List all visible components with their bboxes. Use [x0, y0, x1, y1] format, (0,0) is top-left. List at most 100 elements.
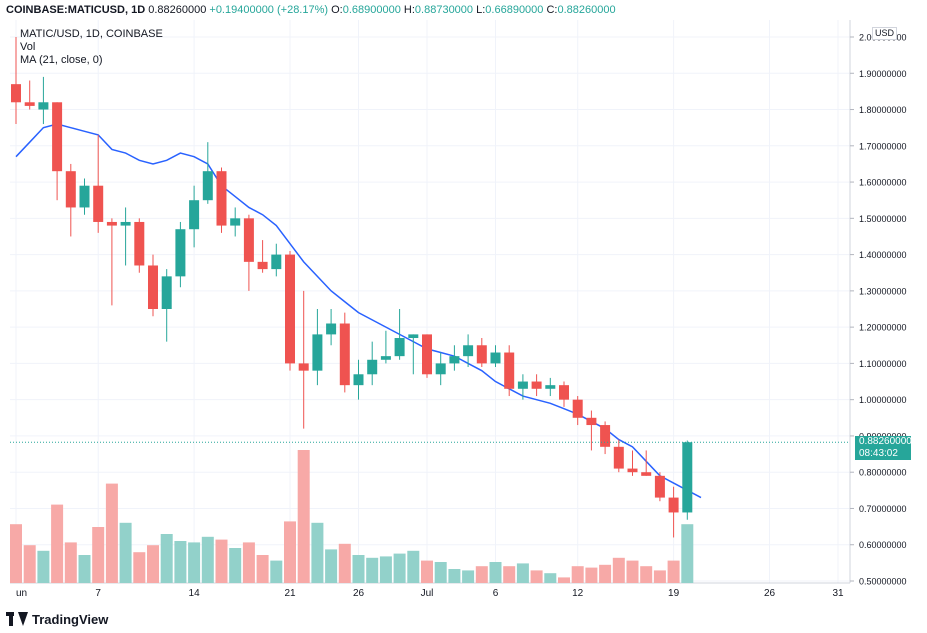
candle-body[interactable]	[531, 381, 542, 389]
volume-bar[interactable]	[558, 577, 570, 583]
candle-body[interactable]	[586, 417, 597, 426]
volume-bar[interactable]	[215, 539, 228, 583]
volume-bar[interactable]	[475, 566, 488, 583]
plot-area[interactable]	[10, 20, 850, 583]
candle-body[interactable]	[613, 446, 624, 469]
volume-bar[interactable]	[23, 545, 36, 583]
volume-bar[interactable]	[51, 504, 64, 583]
candle-body[interactable]	[435, 363, 446, 375]
candle-body[interactable]	[120, 221, 131, 226]
candle-body[interactable]	[394, 338, 405, 357]
candle-body[interactable]	[380, 356, 391, 360]
volume-bar[interactable]	[92, 527, 105, 583]
candle-body[interactable]	[517, 381, 528, 389]
volume-bar[interactable]	[667, 560, 680, 583]
candle-body[interactable]	[230, 218, 241, 226]
candle-body[interactable]	[476, 345, 487, 364]
volume-bar[interactable]	[393, 553, 406, 583]
volume-bar[interactable]	[434, 562, 447, 583]
volume-bar[interactable]	[284, 521, 296, 583]
volume-bar[interactable]	[188, 542, 201, 583]
candle-body[interactable]	[682, 442, 693, 513]
candle-body[interactable]	[189, 200, 200, 230]
volume-bar[interactable]	[338, 543, 351, 583]
candle-body[interactable]	[93, 185, 104, 222]
candle-body[interactable]	[422, 334, 432, 375]
volume-bar[interactable]	[297, 450, 310, 583]
candle-body[interactable]	[339, 323, 350, 386]
volume-bar[interactable]	[270, 560, 283, 583]
candle-body[interactable]	[545, 385, 556, 389]
candle-body[interactable]	[490, 352, 501, 364]
volume-bar[interactable]	[133, 552, 146, 583]
volume-bar[interactable]	[78, 555, 91, 583]
volume-bar[interactable]	[160, 534, 173, 583]
volume-bar[interactable]	[201, 536, 214, 583]
volume-bar[interactable]	[503, 566, 516, 583]
candle-body[interactable]	[38, 102, 49, 110]
candle-body[interactable]	[312, 334, 323, 371]
candle-body[interactable]	[668, 497, 679, 513]
candle-body[interactable]	[65, 171, 76, 208]
candle-body[interactable]	[216, 171, 227, 226]
candle-body[interactable]	[559, 385, 569, 400]
candle-body[interactable]	[504, 352, 515, 389]
candle-body[interactable]	[600, 425, 611, 447]
volume-bar[interactable]	[37, 550, 50, 583]
candle-body[interactable]	[79, 185, 90, 208]
candle-body[interactable]	[11, 84, 21, 103]
volume-bar[interactable]	[544, 573, 557, 583]
candle-body[interactable]	[257, 261, 268, 270]
volume-bar[interactable]	[10, 524, 22, 583]
volume-bar[interactable]	[325, 549, 338, 583]
candle-body[interactable]	[271, 254, 282, 270]
volume-bar[interactable]	[516, 563, 529, 583]
candle-body[interactable]	[243, 218, 254, 262]
volume-bar[interactable]	[242, 542, 255, 583]
volume-bar[interactable]	[256, 555, 269, 583]
volume-bar[interactable]	[585, 567, 598, 583]
volume-bar[interactable]	[421, 560, 433, 583]
candle-body[interactable]	[408, 334, 419, 339]
volume-bar[interactable]	[352, 555, 365, 583]
candle-body[interactable]	[175, 229, 186, 277]
tradingview-branding[interactable]: TradingView	[6, 607, 108, 631]
candle-body[interactable]	[627, 468, 638, 473]
volume-bar[interactable]	[612, 557, 625, 583]
candle-body[interactable]	[161, 276, 172, 309]
candle-body[interactable]	[52, 102, 63, 172]
candle-body[interactable]	[285, 254, 295, 364]
volume-bar[interactable]	[229, 548, 242, 583]
volume-bar[interactable]	[174, 541, 187, 583]
volume-bar[interactable]	[147, 545, 159, 583]
volume-bar[interactable]	[530, 570, 543, 583]
volume-bar[interactable]	[599, 564, 612, 583]
volume-bar[interactable]	[462, 570, 475, 583]
volume-bar[interactable]	[379, 556, 392, 583]
legend-ma[interactable]: MA (21, close, 0)	[20, 54, 103, 66]
candle-body[interactable]	[326, 323, 337, 335]
legend-volume[interactable]: Vol	[20, 41, 36, 53]
volume-bar[interactable]	[366, 557, 379, 583]
candle-body[interactable]	[106, 221, 117, 226]
candle-body[interactable]	[572, 399, 583, 418]
volume-bar[interactable]	[407, 550, 420, 583]
candle-body[interactable]	[449, 356, 460, 364]
candle-body[interactable]	[654, 475, 665, 498]
volume-bar[interactable]	[64, 542, 77, 583]
candle-body[interactable]	[134, 221, 145, 266]
candle-body[interactable]	[463, 345, 474, 357]
candle-body[interactable]	[353, 374, 364, 386]
candle-body[interactable]	[148, 265, 158, 309]
volume-bar[interactable]	[571, 566, 584, 583]
volume-bar[interactable]	[105, 483, 118, 583]
volume-bar[interactable]	[653, 570, 666, 583]
candle-body[interactable]	[641, 472, 652, 476]
volume-bar[interactable]	[119, 522, 132, 583]
currency-label[interactable]: USD	[872, 27, 898, 40]
candle-body[interactable]	[24, 102, 35, 106]
candle-body[interactable]	[367, 359, 378, 375]
volume-bar[interactable]	[626, 560, 639, 583]
volume-bar[interactable]	[681, 524, 694, 583]
